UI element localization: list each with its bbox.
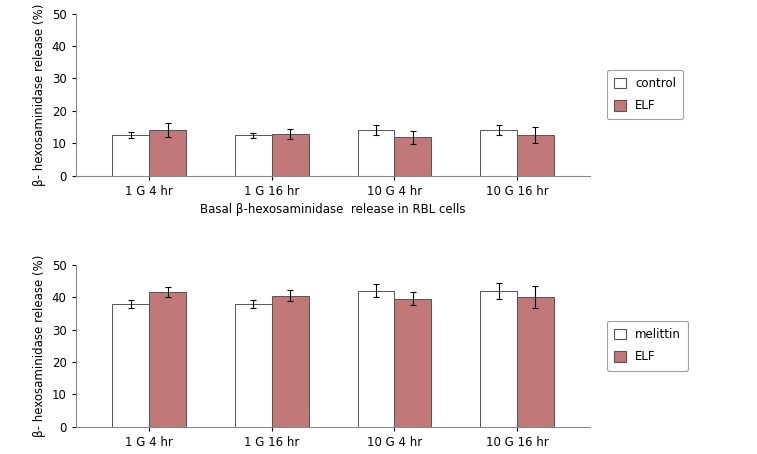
Legend: control, ELF: control, ELF: [606, 70, 683, 119]
Legend: melittin, ELF: melittin, ELF: [606, 321, 688, 370]
Y-axis label: β- hexosaminidase release (%): β- hexosaminidase release (%): [33, 4, 46, 186]
Bar: [235, 135, 272, 176]
Bar: [357, 130, 394, 176]
Bar: [113, 135, 149, 176]
Bar: [394, 138, 431, 176]
Bar: [272, 134, 309, 176]
Bar: [480, 130, 517, 176]
Bar: [149, 292, 186, 427]
Bar: [357, 291, 394, 427]
Bar: [113, 304, 149, 427]
Bar: [235, 304, 272, 427]
Bar: [517, 135, 553, 176]
Bar: [272, 296, 309, 427]
Bar: [480, 291, 517, 427]
Bar: [517, 297, 553, 427]
X-axis label: Basal β-hexosaminidase  release in RBL cells: Basal β-hexosaminidase release in RBL ce…: [201, 203, 466, 216]
Bar: [394, 299, 431, 427]
Bar: [149, 130, 186, 176]
Y-axis label: β- hexosaminidase release (%): β- hexosaminidase release (%): [33, 255, 46, 437]
